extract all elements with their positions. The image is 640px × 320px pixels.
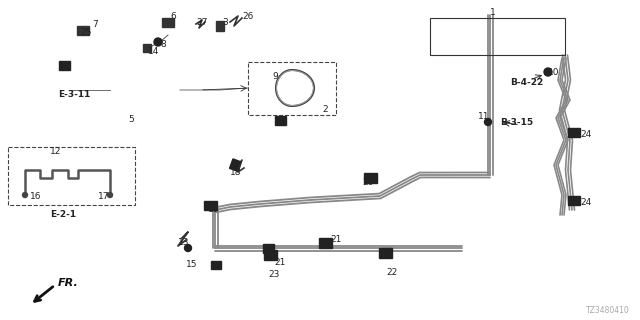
Text: 15: 15: [186, 260, 198, 269]
Text: 25: 25: [80, 28, 92, 37]
Text: 19: 19: [208, 205, 220, 214]
Text: 26: 26: [242, 12, 253, 21]
Text: 11: 11: [478, 112, 490, 121]
Text: 9: 9: [272, 72, 278, 81]
Text: 23: 23: [268, 270, 280, 279]
Bar: [568, 127, 580, 137]
Text: E-2-1: E-2-1: [50, 210, 76, 219]
Bar: [216, 21, 224, 31]
Bar: [568, 196, 580, 204]
Text: 12: 12: [50, 147, 61, 156]
Text: B-3-15: B-3-15: [500, 118, 533, 127]
Bar: [162, 18, 174, 27]
Text: 24: 24: [580, 198, 591, 207]
Text: 7: 7: [92, 20, 98, 29]
Bar: [430, 18, 565, 55]
Bar: [319, 238, 332, 248]
Bar: [230, 159, 241, 171]
Text: FR.: FR.: [58, 278, 79, 288]
Bar: [378, 248, 392, 258]
Text: 3: 3: [222, 18, 228, 27]
Bar: [248, 62, 336, 115]
Circle shape: [484, 118, 492, 125]
Text: 27: 27: [196, 18, 207, 27]
Text: 1: 1: [490, 8, 496, 17]
Bar: [264, 250, 276, 260]
Text: 16: 16: [30, 192, 42, 201]
Bar: [143, 44, 151, 52]
Circle shape: [154, 38, 162, 46]
Text: 2: 2: [322, 105, 328, 114]
Text: 5: 5: [128, 115, 134, 124]
Text: 18: 18: [230, 168, 241, 177]
Text: 14: 14: [148, 47, 159, 56]
Text: TZ3480410: TZ3480410: [586, 306, 630, 315]
Text: 21: 21: [274, 258, 285, 267]
Text: B-4-22: B-4-22: [510, 78, 543, 87]
Text: 17: 17: [98, 192, 109, 201]
Text: 6: 6: [170, 12, 176, 21]
Text: 10: 10: [548, 68, 559, 77]
Bar: [262, 244, 273, 252]
Circle shape: [184, 244, 191, 252]
Text: 8: 8: [160, 40, 166, 49]
Bar: [204, 201, 216, 210]
Bar: [211, 261, 221, 269]
Bar: [8, 147, 135, 205]
Circle shape: [544, 68, 552, 76]
Text: 24: 24: [580, 130, 591, 139]
Text: 20: 20: [362, 178, 373, 187]
Text: 21: 21: [330, 235, 341, 244]
Text: 13: 13: [178, 238, 189, 247]
Bar: [77, 26, 89, 35]
Circle shape: [22, 193, 28, 197]
Circle shape: [108, 193, 113, 197]
Bar: [364, 173, 376, 183]
Text: 22: 22: [386, 268, 397, 277]
Bar: [275, 116, 285, 124]
Text: E-3-11: E-3-11: [58, 90, 90, 99]
Text: 4: 4: [65, 62, 70, 71]
Bar: [58, 60, 70, 69]
